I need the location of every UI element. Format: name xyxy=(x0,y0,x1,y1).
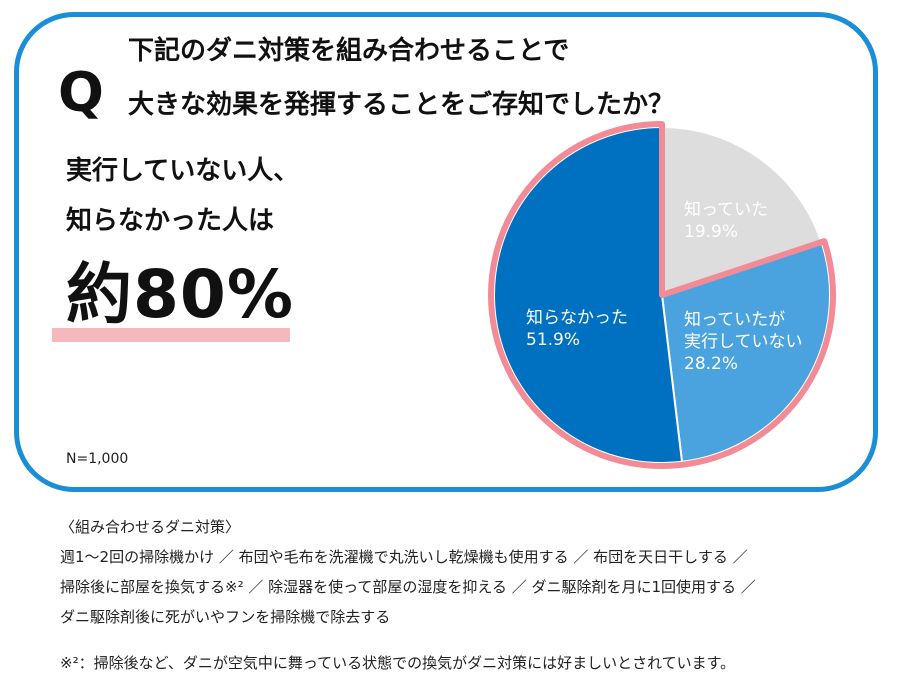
pie-label-2-line-2: 実行していない xyxy=(684,332,803,352)
footer-line-1: 週1～2回の掃除機かけ ／ 布団や毛布を洗濯機で丸洗いし乾燥機も使用する ／ 布… xyxy=(60,548,748,566)
footer-line-2: 掃除後に部屋を換気する※² ／ 除湿器を使って部屋の湿度を抑える ／ ダニ駆除剤… xyxy=(60,578,756,596)
pie-label-3-line-2: 51.9% xyxy=(526,330,580,350)
pie-slice-3 xyxy=(493,125,684,464)
pie-label-2-line-1: 知っていたが xyxy=(684,310,785,330)
question-mark: Q xyxy=(58,61,104,124)
pie-label-1-line-2: 19.9% xyxy=(684,222,738,242)
pie-label-2-line-3: 28.2% xyxy=(684,354,738,374)
headline-line-1: 実行していない人、 xyxy=(66,156,300,186)
pie-label-1-line-1: 知っていた xyxy=(684,200,768,220)
question-line-2: 大きな効果を発揮することをご存知でしたか？ xyxy=(128,90,675,120)
footnote: ※²：掃除後など、ダニが空気中に舞っている状態での換気がダニ対策には好ましいとさ… xyxy=(60,654,736,672)
headline-highlight-bar xyxy=(52,328,290,342)
question-line-1: 下記のダニ対策を組み合わせることで xyxy=(128,36,570,66)
pie-highlight-outline xyxy=(488,121,836,469)
sample-size: N=1,000 xyxy=(66,451,129,467)
headline-line-2: 知らなかった人は xyxy=(66,206,275,236)
pie-label-3-line-1: 知らなかった xyxy=(526,308,628,328)
footer-line-3: ダニ駆除剤後に死がいやフンを掃除機で除去する xyxy=(60,608,391,626)
pie-slice-2 xyxy=(660,240,831,463)
footer-title: 〈組み合わせるダニ対策〉 xyxy=(60,518,241,536)
headline-value: 約80% xyxy=(66,256,294,333)
question-frame xyxy=(14,12,878,492)
